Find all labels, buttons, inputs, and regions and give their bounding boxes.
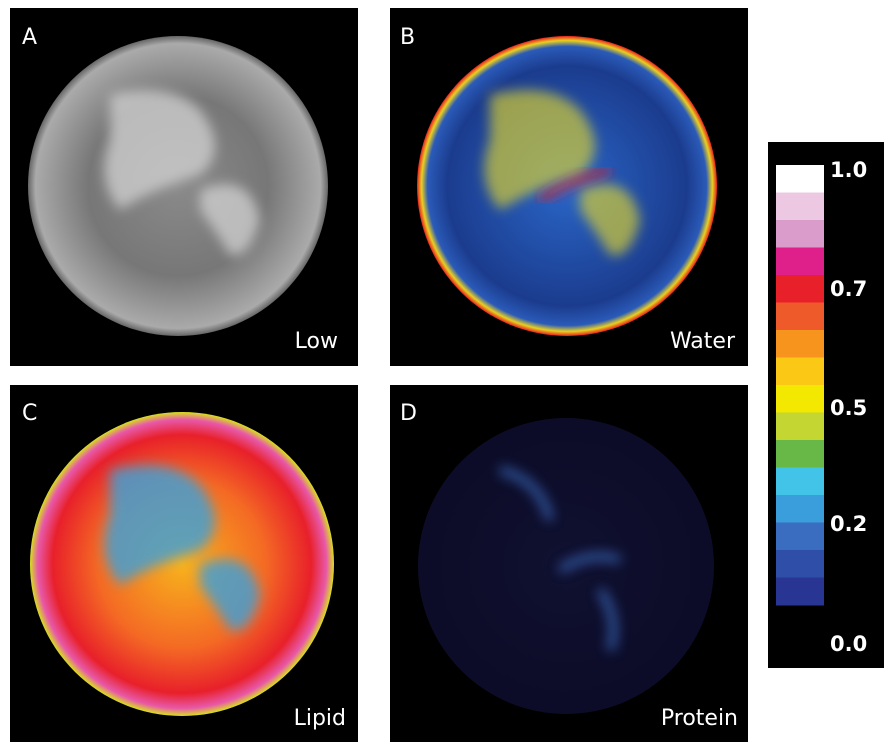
colorbar-segment [776, 413, 824, 441]
colorbar-segment [776, 578, 824, 606]
colorbar: 1.0 0.7 0.5 0.2 0.0 [768, 142, 884, 668]
panel-d: D Protein [390, 385, 748, 742]
colorbar-segment [776, 495, 824, 523]
colorbar-tick: 0.2 [830, 512, 867, 536]
colorbar-tick: 0.7 [830, 277, 867, 301]
colorbar-segment [776, 220, 824, 248]
colorbar-tick: 1.0 [830, 158, 867, 182]
colorbar-segment [776, 330, 824, 358]
panel-label: Protein [661, 706, 738, 731]
colorbar-segment [776, 165, 824, 193]
colorbar-segment [776, 385, 824, 413]
colorbar-segment [776, 193, 824, 221]
colorbar-tick: 0.5 [830, 396, 867, 420]
panel-label: Lipid [294, 706, 346, 731]
colorbar-segment [776, 303, 824, 331]
panel-letter: C [22, 401, 37, 426]
colorbar-segment [776, 440, 824, 468]
panel-letter: B [400, 25, 415, 50]
panel-b: B Water [390, 8, 748, 366]
panel-label: Water [670, 329, 736, 354]
panel-c: C Lipid [10, 385, 358, 742]
panel-letter: A [22, 25, 37, 50]
panel-label: Low [295, 329, 338, 354]
colorbar-segment [776, 550, 824, 578]
colorbar-segment [776, 523, 824, 551]
panel-letter: D [400, 401, 417, 426]
colorbar-segment [776, 358, 824, 386]
colorbar-segment [776, 248, 824, 276]
panel-a: A Low [10, 8, 358, 366]
colorbar-segment [776, 468, 824, 496]
figure: A Low B Water C Lipid D Protein 1.0 0.7 … [0, 0, 885, 742]
colorbar-segment [776, 275, 824, 303]
colorbar-tick: 0.0 [830, 632, 867, 656]
